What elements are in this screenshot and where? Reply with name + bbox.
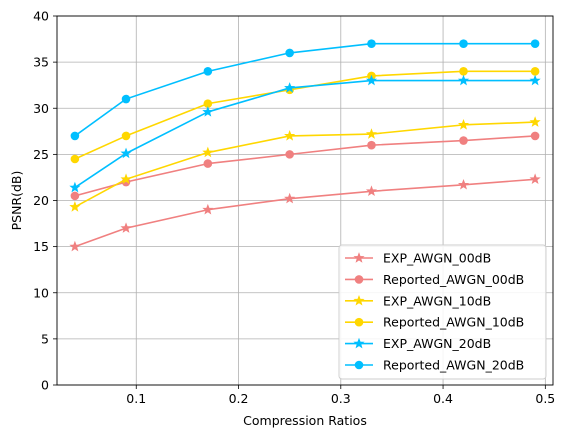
series-Reported_AWGN_20dB — [70, 39, 540, 141]
data-point — [365, 74, 378, 86]
legend-box — [338, 244, 547, 380]
x-tick-label: 0.5 — [535, 391, 555, 406]
data-point — [365, 185, 378, 197]
legend-swatch-marker — [353, 337, 365, 349]
legend-label: EXP_AWGN_20dB — [383, 336, 491, 351]
data-point — [203, 67, 213, 76]
x-tick-label: 0.1 — [126, 391, 146, 406]
series-line — [74, 121, 536, 208]
series-EXP_AWGN_10dB — [69, 116, 541, 212]
data-point — [120, 147, 132, 159]
data-point — [121, 94, 131, 104]
data-point — [459, 136, 468, 145]
legend-item: EXP_AWGN_00dB — [345, 251, 491, 266]
data-point — [69, 201, 81, 212]
x-tick-label: 0.3 — [331, 391, 351, 406]
legend-swatch-marker — [353, 252, 365, 263]
data-point — [69, 181, 81, 193]
y-tick-label: 25 — [33, 147, 49, 162]
data-point — [285, 150, 294, 159]
series-line — [74, 79, 536, 189]
data-point — [457, 178, 470, 190]
x-tick-label: 0.2 — [229, 391, 249, 406]
legend-label: Reported_AWGN_00dB — [383, 272, 524, 287]
y-tick-label: 20 — [33, 193, 49, 208]
data-point — [529, 74, 541, 86]
data-point — [457, 119, 470, 130]
data-point — [70, 191, 80, 201]
data-point — [120, 222, 132, 233]
series-Reported_AWGN_00dB — [70, 131, 540, 201]
legend-swatch-marker — [354, 317, 364, 327]
data-point — [457, 74, 470, 86]
data-point — [202, 106, 214, 117]
data-point — [202, 146, 214, 158]
x-axis-label: Compression Ratios — [243, 413, 367, 428]
data-point — [70, 154, 80, 164]
series-layer — [69, 39, 541, 252]
tick-layer: 0.1 0.2 0.3 0.4 0.5 0 5 10 15 20 25 30 35 40 — [33, 9, 555, 407]
data-point — [367, 140, 376, 150]
series-line — [74, 178, 536, 248]
legend-swatch-marker — [354, 360, 364, 370]
legend-item: Reported_AWGN_00dB — [345, 272, 524, 287]
y-tick-label: 30 — [33, 101, 49, 116]
y-tick-label: 40 — [33, 9, 49, 24]
data-point — [459, 67, 468, 76]
legend-label: Reported_AWGN_20dB — [383, 358, 524, 373]
x-tick-label: 0.4 — [433, 391, 453, 406]
data-point — [203, 99, 213, 108]
legend-item: EXP_AWGN_20dB — [345, 336, 491, 351]
series-EXP_AWGN_00dB — [69, 173, 541, 252]
legend: EXP_AWGN_00dB Reported_AWGN_00dB EXP_AWGN_… — [338, 244, 547, 380]
y-tick-label: 5 — [41, 331, 49, 346]
data-point — [529, 173, 541, 185]
data-point — [70, 131, 80, 141]
legend-item: EXP_AWGN_10dB — [345, 293, 491, 308]
series-line — [74, 42, 536, 137]
legend-swatch-marker — [353, 294, 365, 306]
data-point — [530, 67, 540, 76]
data-point — [530, 131, 540, 141]
data-point — [459, 39, 468, 48]
data-point — [285, 48, 294, 58]
y-tick-label: 0 — [41, 378, 49, 393]
data-point — [284, 82, 296, 93]
data-point — [529, 116, 541, 127]
data-point — [367, 39, 376, 48]
data-point — [284, 192, 296, 204]
data-point — [69, 240, 81, 252]
data-point — [203, 159, 213, 168]
legend-item: Reported_AWGN_10dB — [345, 315, 524, 330]
legend-label: EXP_AWGN_00dB — [383, 251, 491, 266]
data-point — [365, 128, 378, 139]
data-point — [120, 173, 132, 185]
series-Reported_AWGN_10dB — [70, 67, 540, 164]
legend-swatch-marker — [354, 275, 364, 284]
legend-label: EXP_AWGN_10dB — [383, 293, 491, 308]
legend-label: Reported_AWGN_10dB — [383, 315, 524, 330]
series-EXP_AWGN_20dB — [69, 74, 541, 193]
data-point — [121, 131, 131, 141]
legend-item: Reported_AWGN_20dB — [345, 358, 524, 373]
y-axis-label: PSNR(dB) — [9, 171, 24, 231]
data-point — [530, 39, 540, 48]
y-tick-label: 35 — [33, 55, 49, 70]
y-tick-label: 15 — [33, 239, 49, 254]
y-tick-label: 10 — [33, 285, 49, 300]
data-point — [284, 130, 296, 141]
data-point — [202, 203, 214, 215]
